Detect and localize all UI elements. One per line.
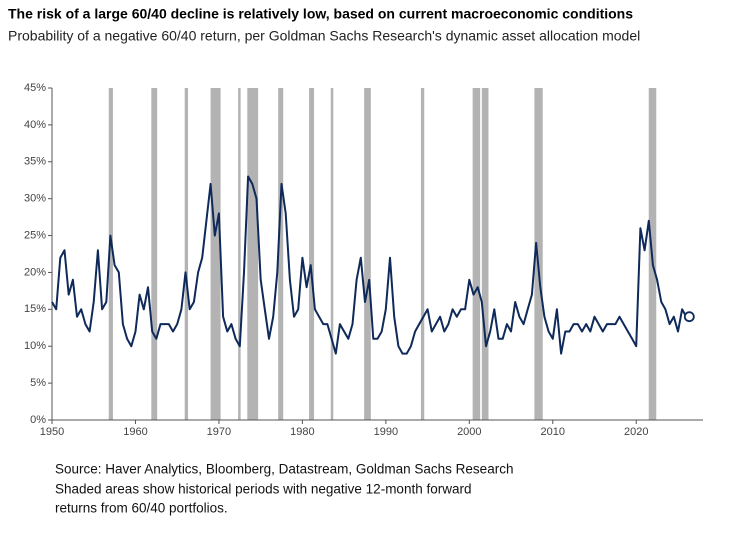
shaded-period (108, 88, 113, 420)
source-note: Source: Haver Analytics, Bloomberg, Data… (55, 462, 513, 477)
shaded-period (364, 88, 371, 420)
x-tick-label: 1970 (207, 426, 231, 438)
shading-note: returns from 60/40 portfolios. (55, 501, 228, 516)
chart-subtitle: Probability of a negative 60/40 return, … (8, 28, 640, 44)
x-tick-label: 1990 (374, 426, 398, 438)
y-tick-label: 45% (24, 82, 46, 94)
shaded-period (472, 88, 481, 420)
shaded-period (309, 88, 315, 420)
shaded-period (330, 88, 334, 420)
end-marker (683, 311, 695, 323)
shaded-period (481, 88, 489, 420)
shaded-period (184, 88, 189, 420)
y-tick-label: 20% (24, 266, 46, 278)
x-tick-label: 1980 (290, 426, 314, 438)
y-tick-label: 0% (30, 414, 46, 426)
chart-title: The risk of a large 60/40 decline is rel… (8, 6, 633, 22)
y-tick-label: 25% (24, 229, 46, 241)
shaded-period (247, 88, 259, 420)
shaded-period (278, 88, 284, 420)
x-tick-label: 2010 (541, 426, 565, 438)
x-tick-label: 1950 (40, 426, 64, 438)
y-tick-label: 30% (24, 193, 46, 205)
x-tick-label: 2000 (457, 426, 481, 438)
y-tick-label: 15% (24, 303, 46, 315)
y-tick-label: 5% (30, 377, 46, 389)
x-tick-label: 2020 (624, 426, 648, 438)
shaded-period (238, 88, 241, 420)
x-tick-label: 1960 (123, 426, 147, 438)
shading-note: Shaded areas show historical periods wit… (55, 482, 471, 497)
line (51, 175, 688, 355)
y-tick-label: 35% (24, 156, 46, 168)
shaded-period (420, 88, 425, 420)
y-tick-label: 10% (24, 340, 46, 352)
shaded-period (534, 88, 543, 420)
y-tick-label: 40% (24, 119, 46, 131)
shaded-period (210, 88, 221, 420)
shaded-period (151, 88, 158, 420)
